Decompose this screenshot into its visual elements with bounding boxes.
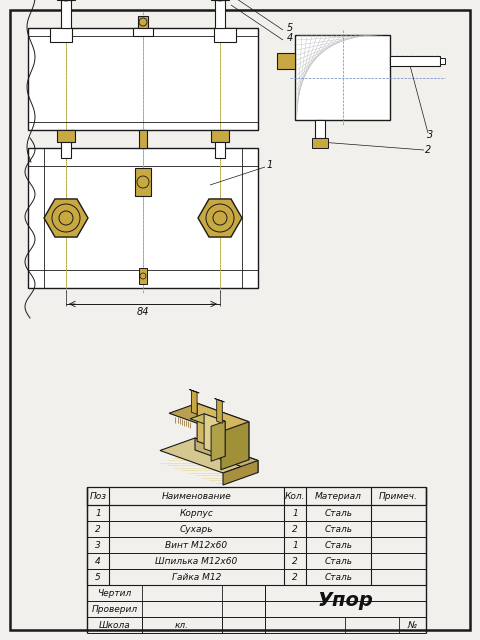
Text: Сталь: Сталь [324, 525, 352, 534]
Bar [277, 52, 295, 68]
Text: Чертил: Чертил [97, 589, 132, 598]
Text: кл.: кл. [175, 621, 189, 630]
Polygon shape [190, 390, 199, 393]
Text: 4: 4 [95, 557, 101, 566]
Polygon shape [190, 413, 225, 426]
Text: 2: 2 [425, 145, 431, 155]
Bar [133, 28, 153, 36]
Polygon shape [198, 199, 242, 237]
Bar [139, 130, 147, 148]
Text: Сталь: Сталь [324, 557, 352, 566]
Text: Кол.: Кол. [285, 492, 305, 500]
Text: 4: 4 [287, 33, 293, 43]
Text: Гайка М12: Гайка М12 [172, 573, 221, 582]
Bar [50, 28, 72, 42]
Bar [295, 35, 390, 120]
Text: Упор: Упор [318, 591, 373, 611]
Polygon shape [192, 390, 197, 414]
Bar [61, 0, 71, 28]
Text: Сталь: Сталь [324, 573, 352, 582]
Bar [28, 28, 258, 130]
Polygon shape [204, 413, 225, 456]
Bar [390, 56, 440, 65]
Bar [87, 487, 426, 505]
Polygon shape [216, 399, 222, 423]
Text: 2: 2 [95, 525, 101, 534]
Polygon shape [169, 403, 249, 432]
Text: 84: 84 [137, 307, 149, 317]
Bar [28, 148, 258, 288]
Text: 2: 2 [292, 557, 298, 566]
Text: №: № [408, 621, 417, 630]
Polygon shape [197, 403, 249, 460]
Bar [312, 138, 328, 148]
Text: Наименование: Наименование [162, 492, 231, 500]
Bar [440, 58, 445, 63]
Text: 2: 2 [292, 525, 298, 534]
Bar [57, 130, 75, 142]
Text: Проверил: Проверил [91, 605, 138, 614]
Text: 1: 1 [292, 509, 298, 518]
Text: 1: 1 [267, 160, 273, 170]
Polygon shape [160, 438, 258, 473]
Text: 2: 2 [292, 573, 298, 582]
Text: 1: 1 [95, 509, 101, 518]
Polygon shape [44, 199, 88, 237]
Polygon shape [221, 422, 249, 470]
Polygon shape [195, 438, 258, 472]
Text: 3: 3 [95, 541, 101, 550]
Text: Корпус: Корпус [180, 509, 214, 518]
Text: 3: 3 [427, 130, 433, 140]
Bar [138, 16, 148, 28]
Text: Сталь: Сталь [324, 541, 352, 550]
Text: Материал: Материал [315, 492, 362, 500]
Bar [211, 130, 229, 142]
Bar [215, 0, 225, 28]
Text: Поз: Поз [89, 492, 107, 500]
Bar [135, 168, 151, 196]
Polygon shape [215, 399, 225, 402]
Text: 1: 1 [292, 541, 298, 550]
Text: Шпилька М12х60: Шпилька М12х60 [156, 557, 238, 566]
Text: Винт М12х60: Винт М12х60 [166, 541, 228, 550]
Bar [61, 142, 71, 158]
Polygon shape [211, 421, 225, 461]
Text: 5: 5 [95, 573, 101, 582]
Bar [215, 142, 225, 158]
Bar [214, 28, 236, 42]
Bar [139, 268, 147, 284]
Text: Примеч.: Примеч. [379, 492, 418, 500]
Text: Сухарь: Сухарь [180, 525, 213, 534]
Bar [315, 120, 325, 138]
Text: 5: 5 [287, 23, 293, 33]
Polygon shape [223, 461, 258, 485]
Text: Школа: Школа [98, 621, 131, 630]
Text: Сталь: Сталь [324, 509, 352, 518]
